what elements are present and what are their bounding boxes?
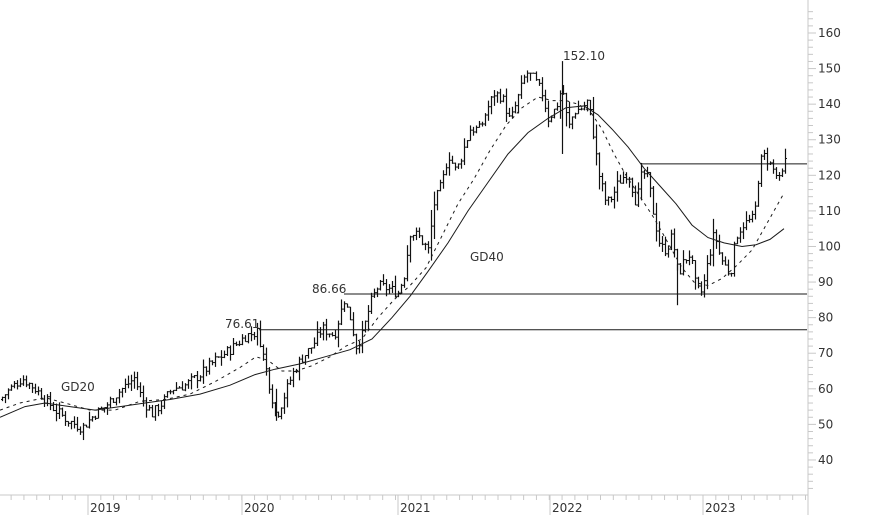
- gd40-moving-average-line: [0, 105, 785, 418]
- resistance-label-86: 86.66: [312, 282, 346, 296]
- y-tick-label: 160: [818, 26, 841, 40]
- y-tick-label: 40: [818, 453, 833, 467]
- horizontal-levels: [259, 163, 807, 331]
- y-tick-label: 60: [818, 382, 833, 396]
- gd20-label: GD20: [61, 380, 95, 394]
- y-tick-label: 50: [818, 417, 833, 431]
- ohlc-bars: [1, 61, 787, 441]
- y-tick-label: 100: [818, 239, 841, 253]
- x-tick-label: 2021: [400, 501, 431, 515]
- y-tick-label: 130: [818, 133, 841, 147]
- y-tick-label: 110: [818, 204, 841, 218]
- y-tick-label: 80: [818, 311, 833, 325]
- x-axis: 2019 2020 2021 2022 2023: [0, 494, 808, 515]
- peak-label: 152.10: [563, 49, 605, 63]
- y-tick-label: 140: [818, 97, 841, 111]
- y-tick-label: 90: [818, 275, 833, 289]
- x-tick-label: 2020: [244, 501, 275, 515]
- gd40-label: GD40: [470, 250, 504, 264]
- x-tick-label: 2019: [90, 501, 121, 515]
- y-tick-label: 150: [818, 62, 841, 76]
- y-axis: 160 150 140 130 120 110 100 90 80 70 60 50 40: [807, 0, 841, 515]
- x-tick-label: 2022: [552, 501, 583, 515]
- y-tick-label: 120: [818, 168, 841, 182]
- x-tick-label: 2023: [705, 501, 736, 515]
- resistance-label-76: 76.61: [225, 317, 259, 331]
- y-tick-label: 70: [818, 346, 833, 360]
